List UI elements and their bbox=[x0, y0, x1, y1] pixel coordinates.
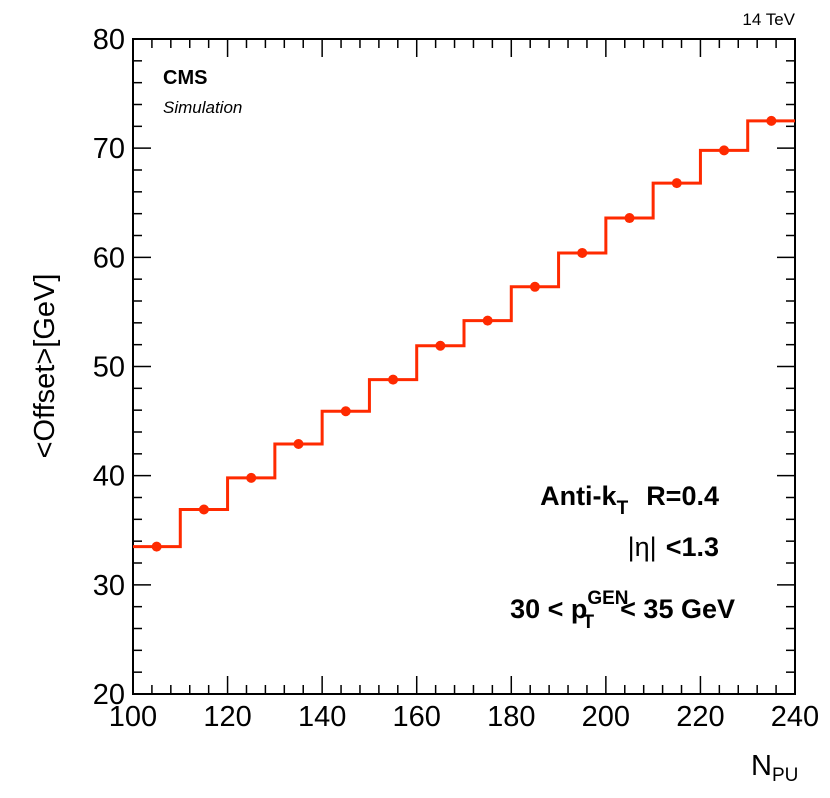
eta-bars: |η| bbox=[628, 532, 657, 562]
pt-subscript: T bbox=[583, 612, 595, 633]
data-point bbox=[624, 213, 635, 224]
data-point bbox=[719, 145, 730, 156]
axis-ticks bbox=[132, 38, 796, 695]
x-tick-label: 220 bbox=[676, 701, 724, 733]
offset-series bbox=[133, 115, 795, 552]
data-point bbox=[246, 472, 257, 483]
energy-label: 14 TeV bbox=[742, 10, 795, 29]
y-axis-title: <Offset>[GeV] bbox=[29, 274, 61, 459]
data-point bbox=[293, 439, 304, 450]
x-axis-title: NPU bbox=[751, 750, 798, 786]
x-axis-title-subscript: PU bbox=[772, 765, 798, 786]
algo-main: Anti-k bbox=[540, 481, 617, 511]
data-point bbox=[151, 541, 162, 552]
y-tick-label: 30 bbox=[93, 570, 125, 602]
y-tick-label: 60 bbox=[93, 242, 125, 274]
y-tick-label: 20 bbox=[93, 679, 125, 711]
axis-tick-labels: 100 120 140 160 180 200 220 240 20 30 40 50 60 70 80 bbox=[93, 24, 819, 733]
data-point bbox=[340, 406, 351, 417]
jet-algorithm-label: Anti-kT R=0.4 bbox=[540, 481, 719, 519]
pt-high: < 35 GeV bbox=[620, 594, 735, 624]
data-point bbox=[766, 115, 777, 126]
y-tick-label: 50 bbox=[93, 352, 125, 384]
data-point bbox=[482, 315, 493, 326]
data-point bbox=[198, 504, 209, 515]
pt-superscript: GEN bbox=[587, 588, 628, 609]
simulation-label: Simulation bbox=[163, 98, 242, 117]
y-tick-label: 70 bbox=[93, 133, 125, 165]
x-tick-label: 240 bbox=[771, 701, 819, 733]
x-tick-label: 160 bbox=[393, 701, 441, 733]
x-axis-title-main: N bbox=[751, 750, 772, 782]
x-tick-label: 100 bbox=[109, 701, 157, 733]
x-tick-label: 140 bbox=[298, 701, 346, 733]
eta-cut-label: |η| <1.3 bbox=[628, 532, 719, 562]
x-tick-label: 200 bbox=[582, 701, 630, 733]
y-tick-label: 80 bbox=[93, 24, 125, 56]
x-tick-label: 120 bbox=[203, 701, 251, 733]
data-point bbox=[388, 374, 399, 385]
y-tick-label: 40 bbox=[93, 461, 125, 493]
data-point bbox=[529, 281, 540, 292]
pt-low: 30 < p bbox=[510, 594, 587, 624]
data-point bbox=[435, 340, 446, 351]
pt-range-label: 30 < pGEN T < 35 GeV bbox=[510, 588, 735, 633]
algo-subscript: T bbox=[617, 498, 629, 519]
cms-label: CMS bbox=[163, 67, 207, 89]
data-point bbox=[671, 178, 682, 189]
x-tick-label: 180 bbox=[487, 701, 535, 733]
eta-cut-value: <1.3 bbox=[666, 532, 719, 562]
algo-radius: R=0.4 bbox=[646, 481, 719, 511]
data-point bbox=[577, 247, 588, 258]
